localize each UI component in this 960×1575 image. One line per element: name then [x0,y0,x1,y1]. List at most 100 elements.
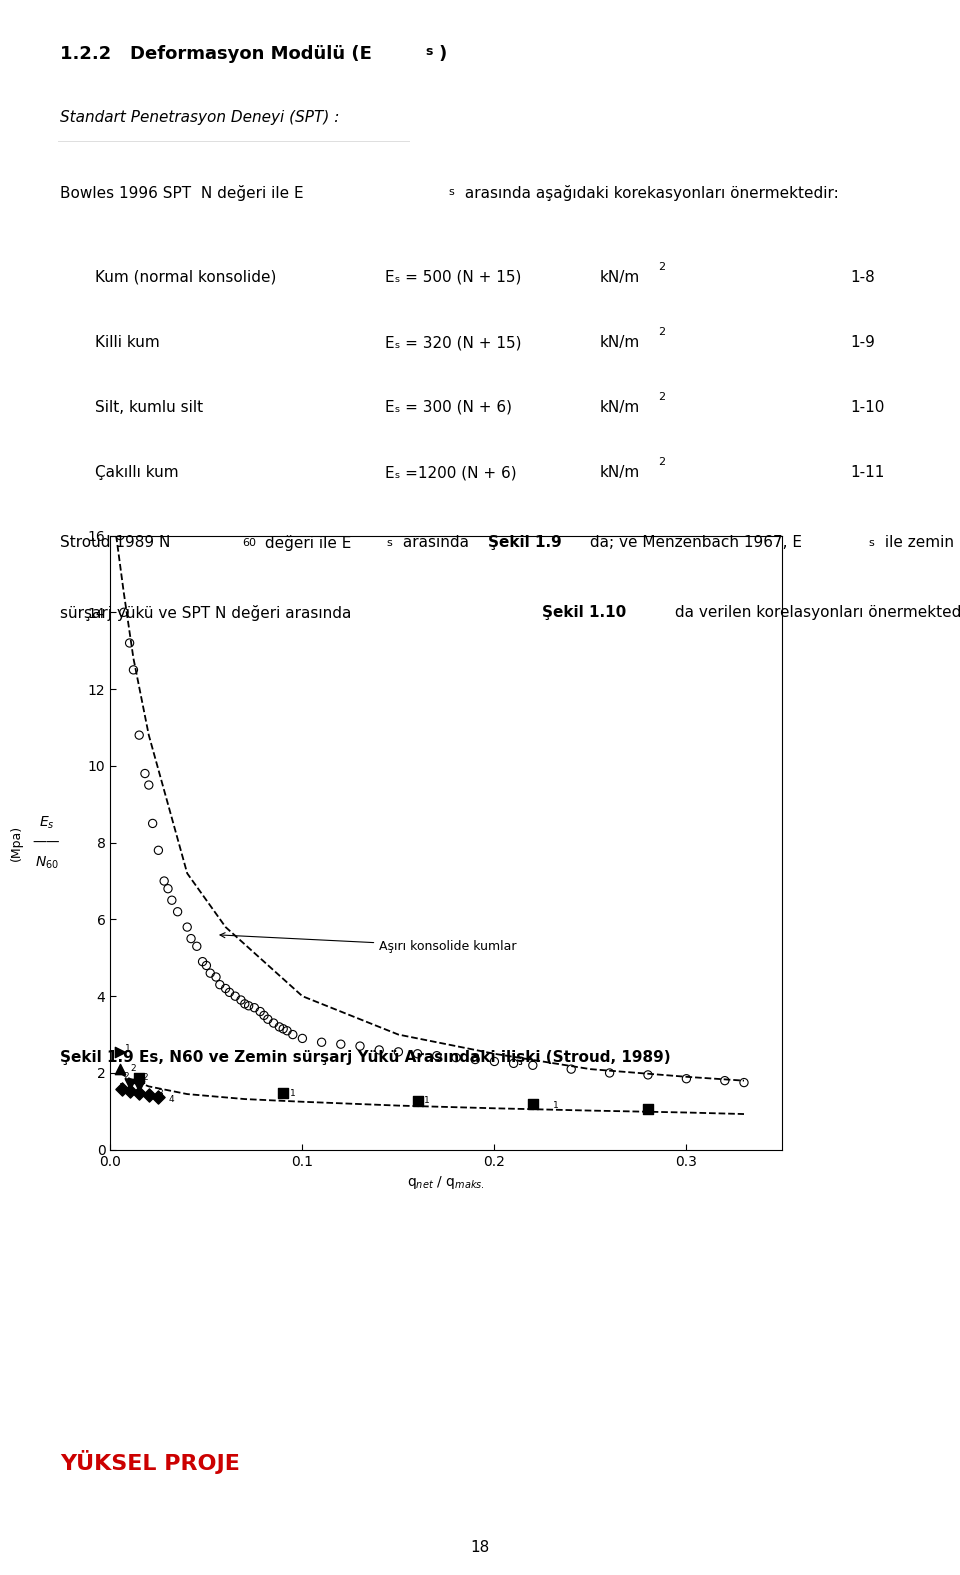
Point [525,1091,540,1117]
Point [112,523,128,548]
Point [160,876,176,901]
Point [183,926,199,951]
Text: sürşarj yükü ve SPT N değeri arasında: sürşarj yükü ve SPT N değeri arasında [60,605,356,621]
Text: 2: 2 [123,1071,129,1080]
Text: 60: 60 [242,539,256,548]
Text: s: s [448,187,454,197]
Point [276,1016,291,1041]
Text: Şekil 1.9: Şekil 1.9 [488,536,562,550]
Point [679,1066,694,1091]
Point [180,915,195,940]
Point [151,838,166,863]
Point [145,811,160,836]
Text: 2: 2 [138,1079,144,1087]
Text: 1-10: 1-10 [850,400,884,414]
Point [170,899,185,925]
Point [132,1080,147,1106]
Point [256,1003,272,1028]
Text: 3: 3 [157,1090,163,1098]
Point [487,1049,502,1074]
Text: 2: 2 [658,392,665,402]
Text: 1-8: 1-8 [850,269,875,285]
Point [448,1046,464,1071]
Text: 1: 1 [290,1090,296,1098]
Point [112,1057,128,1082]
Point [314,1030,329,1055]
Text: 2: 2 [658,261,665,272]
Text: da verilen korelasyonları önermektedir.: da verilen korelasyonları önermektedir. [670,605,960,621]
Point [640,1096,656,1121]
Text: 1-9: 1-9 [850,335,875,350]
Text: değeri ile E: değeri ile E [260,536,351,551]
Point [141,772,156,797]
Point [112,1040,128,1065]
Point [391,1040,406,1065]
Text: Bowles 1996 SPT  N değeri ile E: Bowles 1996 SPT N değeri ile E [60,184,303,202]
Point [285,1022,300,1047]
Point [352,1033,368,1058]
Point [228,983,243,1010]
Text: Eₛ = 500 (N + 15): Eₛ = 500 (N + 15) [385,269,521,285]
Text: 2: 2 [142,1073,148,1082]
Point [247,995,262,1021]
Text: 1.2.2   Deformasyon Modülü (E: 1.2.2 Deformasyon Modülü (E [60,46,372,63]
Point [260,1006,276,1032]
Point [468,1047,483,1073]
Point [233,988,249,1013]
Text: ile zemin: ile zemin [880,536,954,550]
Text: Standart Penetrasyon Deneyi (SPT) :: Standart Penetrasyon Deneyi (SPT) : [60,110,340,124]
Point [164,888,180,914]
Point [132,1073,147,1098]
Point [372,1038,387,1063]
Point [122,630,137,655]
Point [717,1068,732,1093]
Text: 4: 4 [169,1095,175,1104]
Point [116,600,132,625]
Point [126,657,141,682]
Point [279,1017,295,1043]
Text: arasında aşağıdaki korekasyonları önermektedir:: arasında aşağıdaki korekasyonları önerme… [460,184,839,202]
Point [295,1025,310,1051]
Text: 2: 2 [131,1063,136,1073]
Text: 18: 18 [470,1539,490,1555]
Point [252,999,268,1024]
Point [137,761,153,786]
Point [189,934,204,959]
Text: kN/m: kN/m [600,400,640,414]
Point [114,1076,130,1101]
Point [222,980,237,1005]
Text: da; ve Menzenbach 1967, E: da; ve Menzenbach 1967, E [585,536,802,550]
Point [266,1011,281,1036]
Text: Eₛ = 300 (N + 6): Eₛ = 300 (N + 6) [385,400,512,414]
Point [122,1071,137,1096]
Text: 1: 1 [553,1101,559,1110]
Point [272,1014,287,1040]
Point [640,1062,656,1087]
Point [736,1069,752,1095]
Point [237,991,252,1016]
Text: Eₛ = 320 (N + 15): Eₛ = 320 (N + 15) [385,335,521,350]
Text: 1-11: 1-11 [850,465,884,480]
Text: $E_s$
——
$N_{60}$: $E_s$ —— $N_{60}$ [33,814,60,871]
Point [208,964,224,989]
Text: Şekil 1.9 Es, N60 ve Zemin sürşarj Yükü Arasındaki ilişki (Stroud, 1989): Şekil 1.9 Es, N60 ve Zemin sürşarj Yükü … [60,1051,671,1065]
Point [203,961,218,986]
Point [132,723,147,748]
Point [132,1065,147,1090]
Point [602,1060,617,1085]
Text: Çakıllı kum: Çakıllı kum [95,465,179,480]
Text: kN/m: kN/m [600,335,640,350]
Point [564,1057,579,1082]
Point [218,976,233,1002]
Text: arasında: arasında [398,536,474,550]
Point [195,950,210,975]
Text: Aşırı konsolide kumlar: Aşırı konsolide kumlar [220,932,516,953]
Text: s: s [425,46,432,58]
Text: 1: 1 [125,1044,131,1052]
Text: (Mpa): (Mpa) [10,825,23,860]
Text: Eₛ =1200 (N + 6): Eₛ =1200 (N + 6) [385,465,516,480]
Point [276,1080,291,1106]
Point [141,1082,156,1107]
Point [333,1032,348,1057]
Text: s: s [868,539,874,548]
